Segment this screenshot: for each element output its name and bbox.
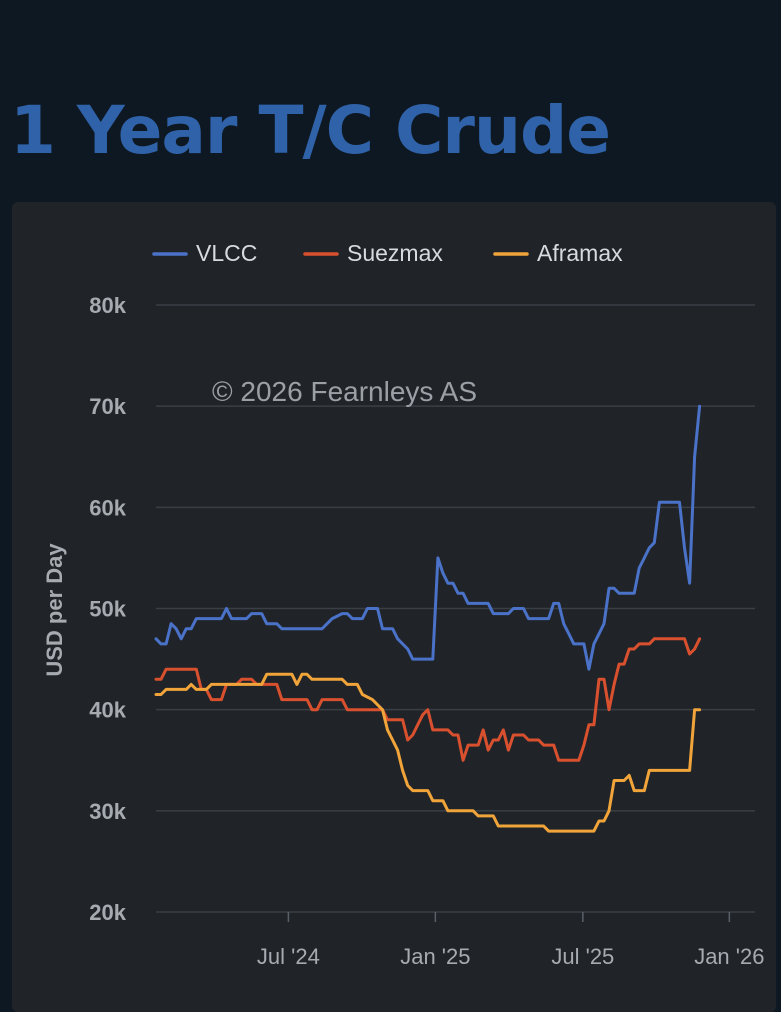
y-tick-label: 60k bbox=[89, 495, 126, 520]
y-tick-label: 50k bbox=[89, 597, 126, 622]
legend-item-vlcc[interactable]: VLCC bbox=[152, 240, 257, 266]
y-tick-label: 30k bbox=[89, 799, 126, 824]
x-axis-ticks: Jul '24 Jan '25 Jul '25 Jan '26 bbox=[257, 912, 764, 969]
series-line-aframax bbox=[154, 672, 702, 833]
legend-item-suezmax[interactable]: Suezmax bbox=[303, 240, 443, 266]
legend: VLCC Suezmax Aframax bbox=[152, 240, 623, 266]
legend-label: VLCC bbox=[196, 240, 257, 266]
y-tick-label: 80k bbox=[89, 293, 126, 318]
x-tick-label: Jul '24 bbox=[257, 944, 320, 969]
chart-card: 20k 30k 40k 50k 60k 70k 80k Jul '24 Jan '25 Jul … bbox=[12, 202, 776, 1012]
page-title: 1 Year T/C Crude bbox=[10, 92, 611, 169]
legend-label: Aframax bbox=[537, 240, 623, 266]
y-tick-label: 70k bbox=[89, 394, 126, 419]
y-tick-label: 40k bbox=[89, 698, 126, 723]
x-tick-label: Jan '25 bbox=[400, 944, 470, 969]
x-tick-label: Jul '25 bbox=[551, 944, 614, 969]
y-axis-label: USD per Day bbox=[42, 543, 67, 677]
legend-label: Suezmax bbox=[347, 240, 443, 266]
series-line-vlcc bbox=[154, 404, 702, 671]
series-line-suezmax bbox=[154, 637, 702, 762]
watermark-text: © 2026 Fearnleys AS bbox=[212, 376, 477, 407]
series-lines bbox=[154, 404, 702, 833]
gridlines bbox=[156, 304, 755, 913]
legend-item-aframax[interactable]: Aframax bbox=[493, 240, 623, 266]
y-axis-ticks: 20k 30k 40k 50k 60k 70k 80k bbox=[89, 293, 126, 925]
x-tick-label: Jan '26 bbox=[694, 944, 764, 969]
y-tick-label: 20k bbox=[89, 900, 126, 925]
